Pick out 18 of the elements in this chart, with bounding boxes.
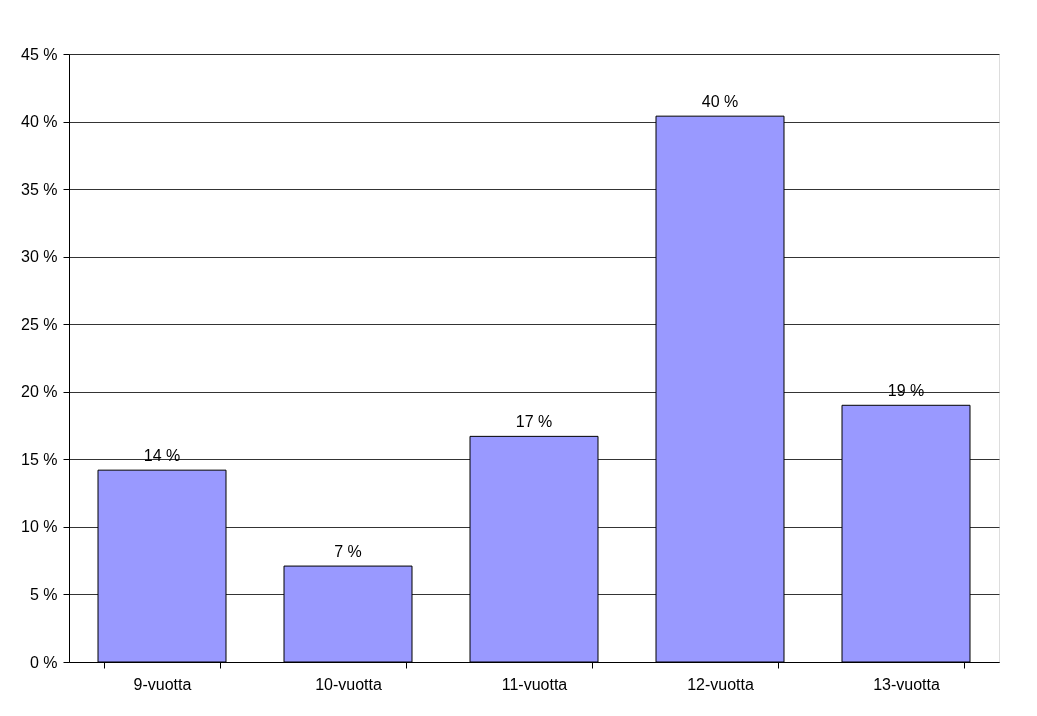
- y-tick-label: 40 %: [21, 113, 58, 131]
- x-tick-label: 12-vuotta: [687, 675, 754, 693]
- y-tick-label: 45 %: [21, 45, 58, 63]
- x-tick-label: 11-vuotta: [501, 675, 568, 693]
- y-tick-label: 25 %: [21, 315, 58, 333]
- x-tick-label: 10-vuotta: [315, 675, 382, 693]
- y-tick-label: 35 %: [21, 180, 58, 198]
- x-tick-label: 13-vuotta: [873, 675, 940, 693]
- y-tick-label: 30 %: [21, 248, 58, 266]
- data-label: 7 %: [334, 543, 362, 561]
- y-tick-label: 20 %: [21, 383, 58, 401]
- y-tick-label: 0 %: [29, 653, 58, 671]
- y-tick-label: 15 %: [21, 450, 58, 468]
- y-tick-label: 5 %: [29, 585, 58, 603]
- y-tick-label: 10 %: [21, 518, 58, 536]
- data-label: 17 %: [515, 413, 553, 431]
- data-label: 40 %: [701, 93, 739, 111]
- x-tick-label: 9-vuotta: [133, 675, 192, 693]
